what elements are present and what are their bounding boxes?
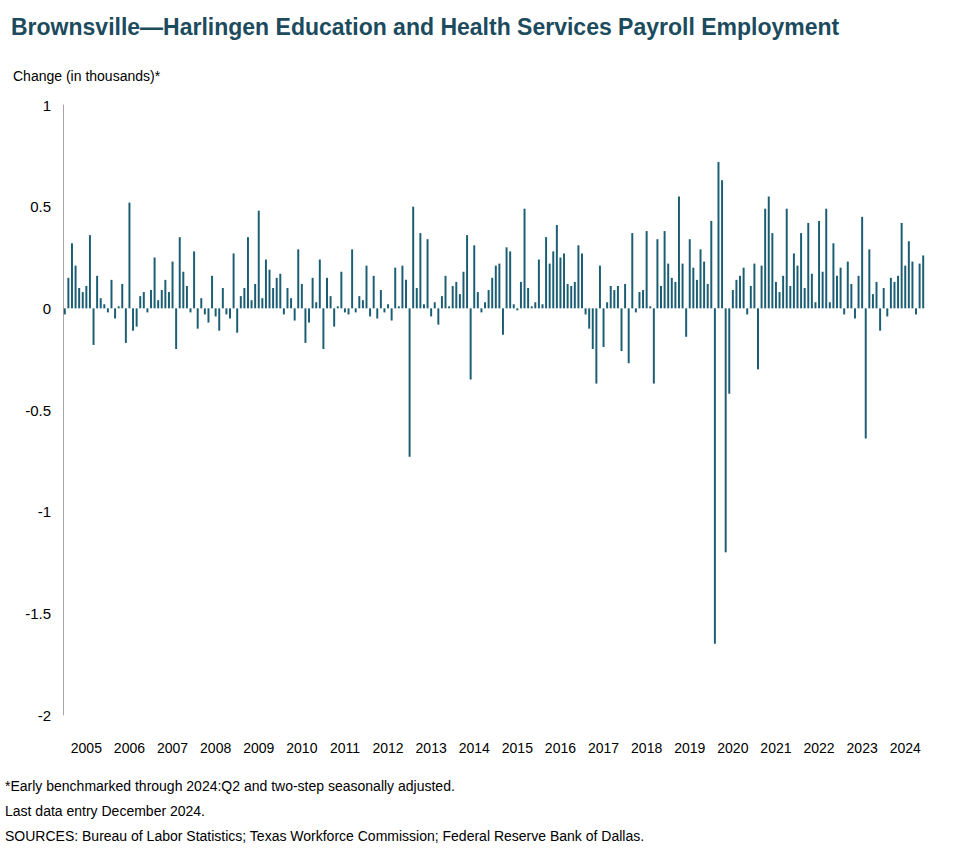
svg-text:Last data entry December 2024.: Last data entry December 2024. bbox=[5, 803, 205, 819]
svg-text:2021: 2021 bbox=[760, 740, 791, 756]
svg-text:2019: 2019 bbox=[674, 740, 705, 756]
svg-text:1: 1 bbox=[43, 97, 51, 114]
svg-text:*Early benchmarked through 202: *Early benchmarked through 2024:Q2 and t… bbox=[5, 778, 455, 794]
svg-text:2023: 2023 bbox=[847, 740, 878, 756]
svg-text:2014: 2014 bbox=[459, 740, 490, 756]
svg-text:Change (in thousands)*: Change (in thousands)* bbox=[13, 68, 161, 84]
svg-text:SOURCES: Bureau of Labor Stati: SOURCES: Bureau of Labor Statistics; Tex… bbox=[5, 828, 644, 844]
svg-text:-1.5: -1.5 bbox=[25, 605, 51, 622]
svg-text:-1: -1 bbox=[38, 503, 51, 520]
svg-text:2013: 2013 bbox=[416, 740, 447, 756]
svg-text:2020: 2020 bbox=[717, 740, 748, 756]
svg-text:0: 0 bbox=[43, 300, 51, 317]
svg-text:2011: 2011 bbox=[330, 740, 360, 756]
svg-text:2005: 2005 bbox=[71, 740, 102, 756]
svg-text:2009: 2009 bbox=[243, 740, 274, 756]
svg-text:2017: 2017 bbox=[588, 740, 619, 756]
svg-text:2010: 2010 bbox=[286, 740, 317, 756]
svg-text:2007: 2007 bbox=[157, 740, 188, 756]
svg-text:2008: 2008 bbox=[200, 740, 231, 756]
svg-text:2016: 2016 bbox=[545, 740, 576, 756]
svg-text:-2: -2 bbox=[38, 707, 51, 724]
svg-text:2022: 2022 bbox=[803, 740, 834, 756]
svg-text:0.5: 0.5 bbox=[30, 198, 51, 215]
svg-text:2015: 2015 bbox=[502, 740, 533, 756]
svg-text:-0.5: -0.5 bbox=[25, 402, 51, 419]
svg-text:2018: 2018 bbox=[631, 740, 662, 756]
svg-text:2006: 2006 bbox=[114, 740, 145, 756]
svg-text:Brownsville—Harlingen Educatio: Brownsville—Harlingen Education and Heal… bbox=[11, 14, 840, 40]
svg-text:2024: 2024 bbox=[890, 740, 921, 756]
svg-text:2012: 2012 bbox=[372, 740, 403, 756]
